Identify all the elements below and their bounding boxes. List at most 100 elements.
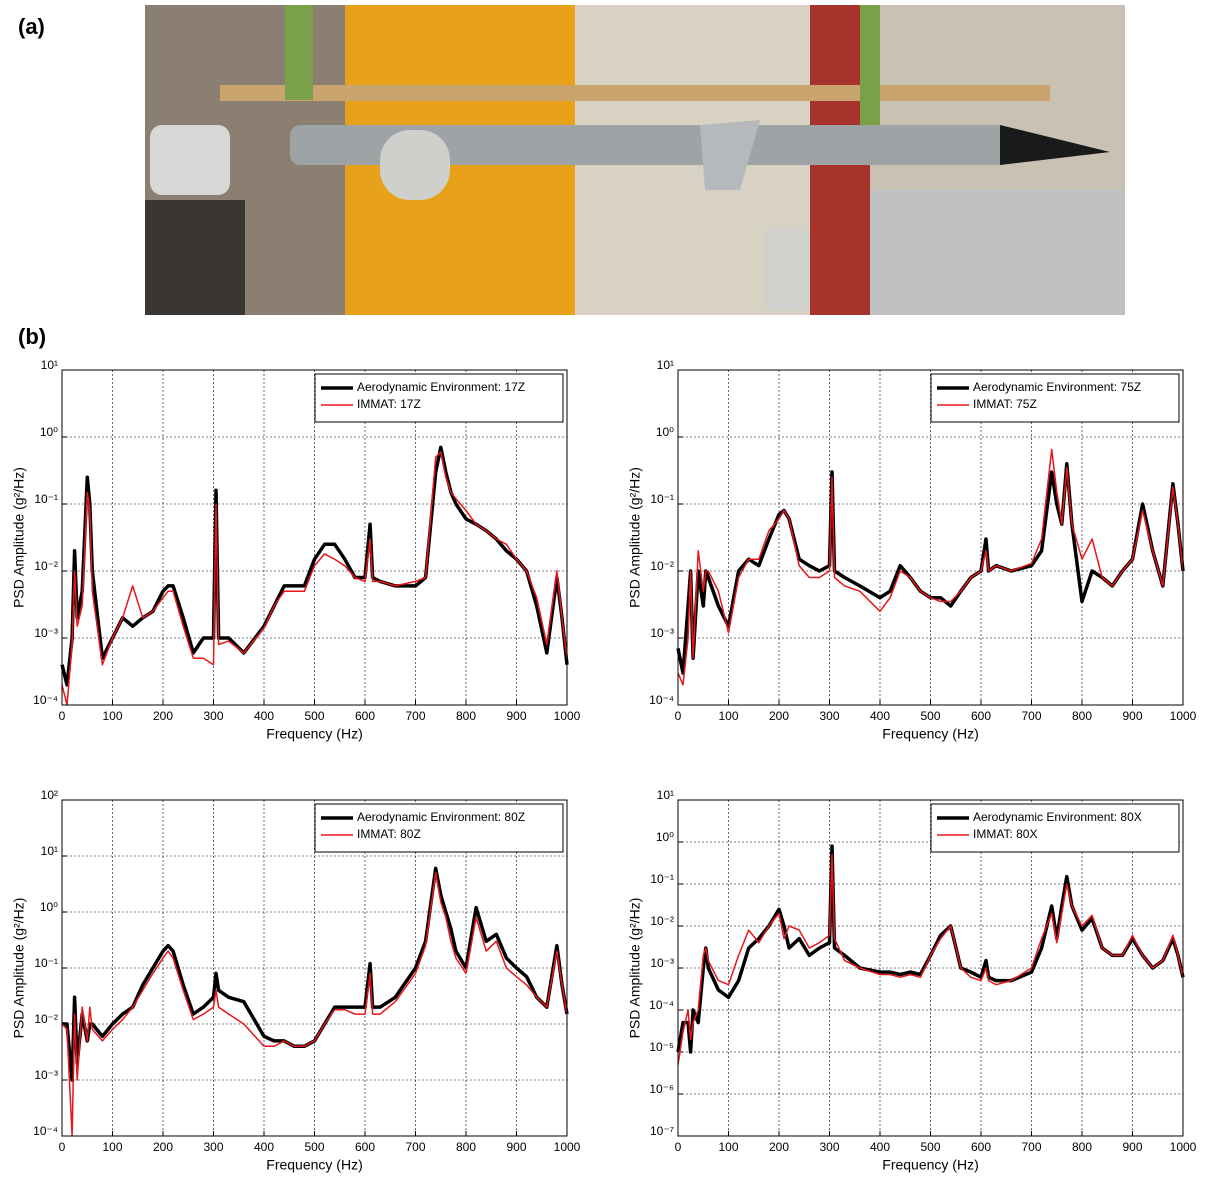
y-tick-label: 10⁻² [650,914,674,928]
y-tick-label: 10⁰ [656,425,674,439]
axes-frame [677,799,1184,1137]
x-tick-label: 400 [254,709,274,723]
y-axis-label: PSD Amplitude (g²/Hz) [11,467,27,608]
x-tick-label: 1000 [554,1140,581,1154]
x-tick-label: 700 [1021,1140,1041,1154]
x-tick-label: 200 [769,709,789,723]
x-tick-label: 100 [718,1140,738,1154]
x-tick-label: 400 [254,1140,274,1154]
plot-area [62,370,567,705]
y-tick-label: 10⁻⁷ [650,1124,674,1138]
x-tick-label: 0 [59,1140,66,1154]
legend-box [314,803,564,853]
y-tick-label: 10⁻¹ [650,872,674,886]
x-tick-label: 300 [203,1140,223,1154]
y-tick-label: 10¹ [657,358,674,372]
y-tick-label: 10⁻⁵ [649,1040,674,1054]
y-axis-label: PSD Amplitude (g²/Hz) [11,898,27,1039]
legend-label: Aerodynamic Environment: 80Z [357,810,525,824]
x-tick-label: 1000 [1170,1140,1197,1154]
legend-label: IMMAT: 80Z [357,827,421,841]
x-tick-label: 900 [1122,709,1142,723]
chart: 10⁻⁷ 10⁻⁶ 10⁻⁵ 10⁻⁴ 10⁻³ 10⁻² 10⁻¹ 10⁰ 10¹ 0 100 20… [627,788,1197,1173]
panel-label: (a) [18,14,45,39]
x-axis-label: Frequency (Hz) [882,726,978,742]
x-tick-label: 200 [153,1140,173,1154]
x-axis-label: Frequency (Hz) [266,1157,362,1173]
chart: 10⁻⁴ 10⁻³ 10⁻² 10⁻¹ 10⁰ 10¹ 10² 0 100 200 300 400 50… [11,788,581,1173]
axes-frame [61,799,568,1137]
x-tick-label: 800 [456,1140,476,1154]
x-tick-label: 0 [675,709,682,723]
series-line [677,448,1184,686]
series-line [61,451,568,706]
legend-label: Aerodynamic Environment: 75Z [973,380,1141,394]
x-tick-label: 900 [506,1140,526,1154]
y-tick-label: 10⁻⁴ [649,693,674,707]
legend-label: IMMAT: 75Z [973,397,1037,411]
legend-box [930,803,1180,853]
x-tick-label: 300 [819,1140,839,1154]
y-tick-label: 10⁻³ [34,1068,58,1082]
x-tick-label: 800 [1072,1140,1092,1154]
x-tick-label: 700 [405,1140,425,1154]
x-tick-label: 900 [1122,1140,1142,1154]
x-tick-label: 200 [153,709,173,723]
x-tick-label: 800 [1072,709,1092,723]
x-tick-label: 900 [506,709,526,723]
y-tick-label: 10⁻⁶ [649,1082,674,1096]
y-tick-label: 10⁻² [650,559,674,573]
x-tick-label: 600 [971,709,991,723]
y-tick-label: 10⁻³ [650,956,674,970]
x-tick-label: 700 [1021,709,1041,723]
y-tick-label: 10¹ [41,358,58,372]
x-tick-label: 1000 [554,709,581,723]
x-tick-label: 500 [920,1140,940,1154]
y-tick-label: 10⁰ [656,830,674,844]
legend-label: Aerodynamic Environment: 80X [973,810,1142,824]
y-tick-label: 10⁰ [40,425,58,439]
axes-frame [677,369,1184,706]
chart: 10⁻⁴ 10⁻³ 10⁻² 10⁻¹ 10⁰ 10¹ 0 100 200 300 400 500 60… [11,358,581,742]
y-axis-label: PSD Amplitude (g²/Hz) [627,898,643,1039]
legend-box [930,373,1180,423]
legend-label: IMMAT: 17Z [357,397,421,411]
x-tick-label: 200 [769,1140,789,1154]
legend-box [314,373,564,423]
y-tick-label: 10⁻¹ [34,492,58,506]
y-tick-label: 10⁻¹ [34,956,58,970]
x-tick-label: 0 [59,709,66,723]
x-tick-label: 500 [304,709,324,723]
y-tick-label: 10⁻² [34,559,58,573]
x-tick-label: 400 [870,709,890,723]
y-tick-label: 10⁻⁴ [33,693,58,707]
y-tick-label: 10⁰ [40,900,58,914]
y-tick-label: 10⁻⁴ [33,1124,58,1138]
panel-label: (b) [18,324,46,349]
legend-label: IMMAT: 80X [973,827,1037,841]
x-tick-label: 100 [718,709,738,723]
x-tick-label: 600 [971,1140,991,1154]
x-tick-label: 400 [870,1140,890,1154]
photo [145,5,1125,315]
x-axis-label: Frequency (Hz) [882,1157,978,1173]
x-tick-label: 700 [405,709,425,723]
x-tick-label: 0 [675,1140,682,1154]
y-tick-label: 10⁻³ [650,626,674,640]
x-tick-label: 800 [456,709,476,723]
x-tick-label: 300 [819,709,839,723]
series-line [61,872,568,1137]
x-tick-label: 500 [304,1140,324,1154]
y-tick-label: 10⁻⁴ [649,998,674,1012]
x-tick-label: 100 [102,1140,122,1154]
y-tick-label: 10¹ [41,844,58,858]
y-axis-label: PSD Amplitude (g²/Hz) [627,467,643,608]
x-tick-label: 100 [102,709,122,723]
x-tick-label: 300 [203,709,223,723]
x-tick-label: 1000 [1170,709,1197,723]
x-axis-label: Frequency (Hz) [266,726,362,742]
y-tick-label: 10¹ [657,788,674,802]
x-tick-label: 500 [920,709,940,723]
y-tick-label: 10⁻³ [34,626,58,640]
